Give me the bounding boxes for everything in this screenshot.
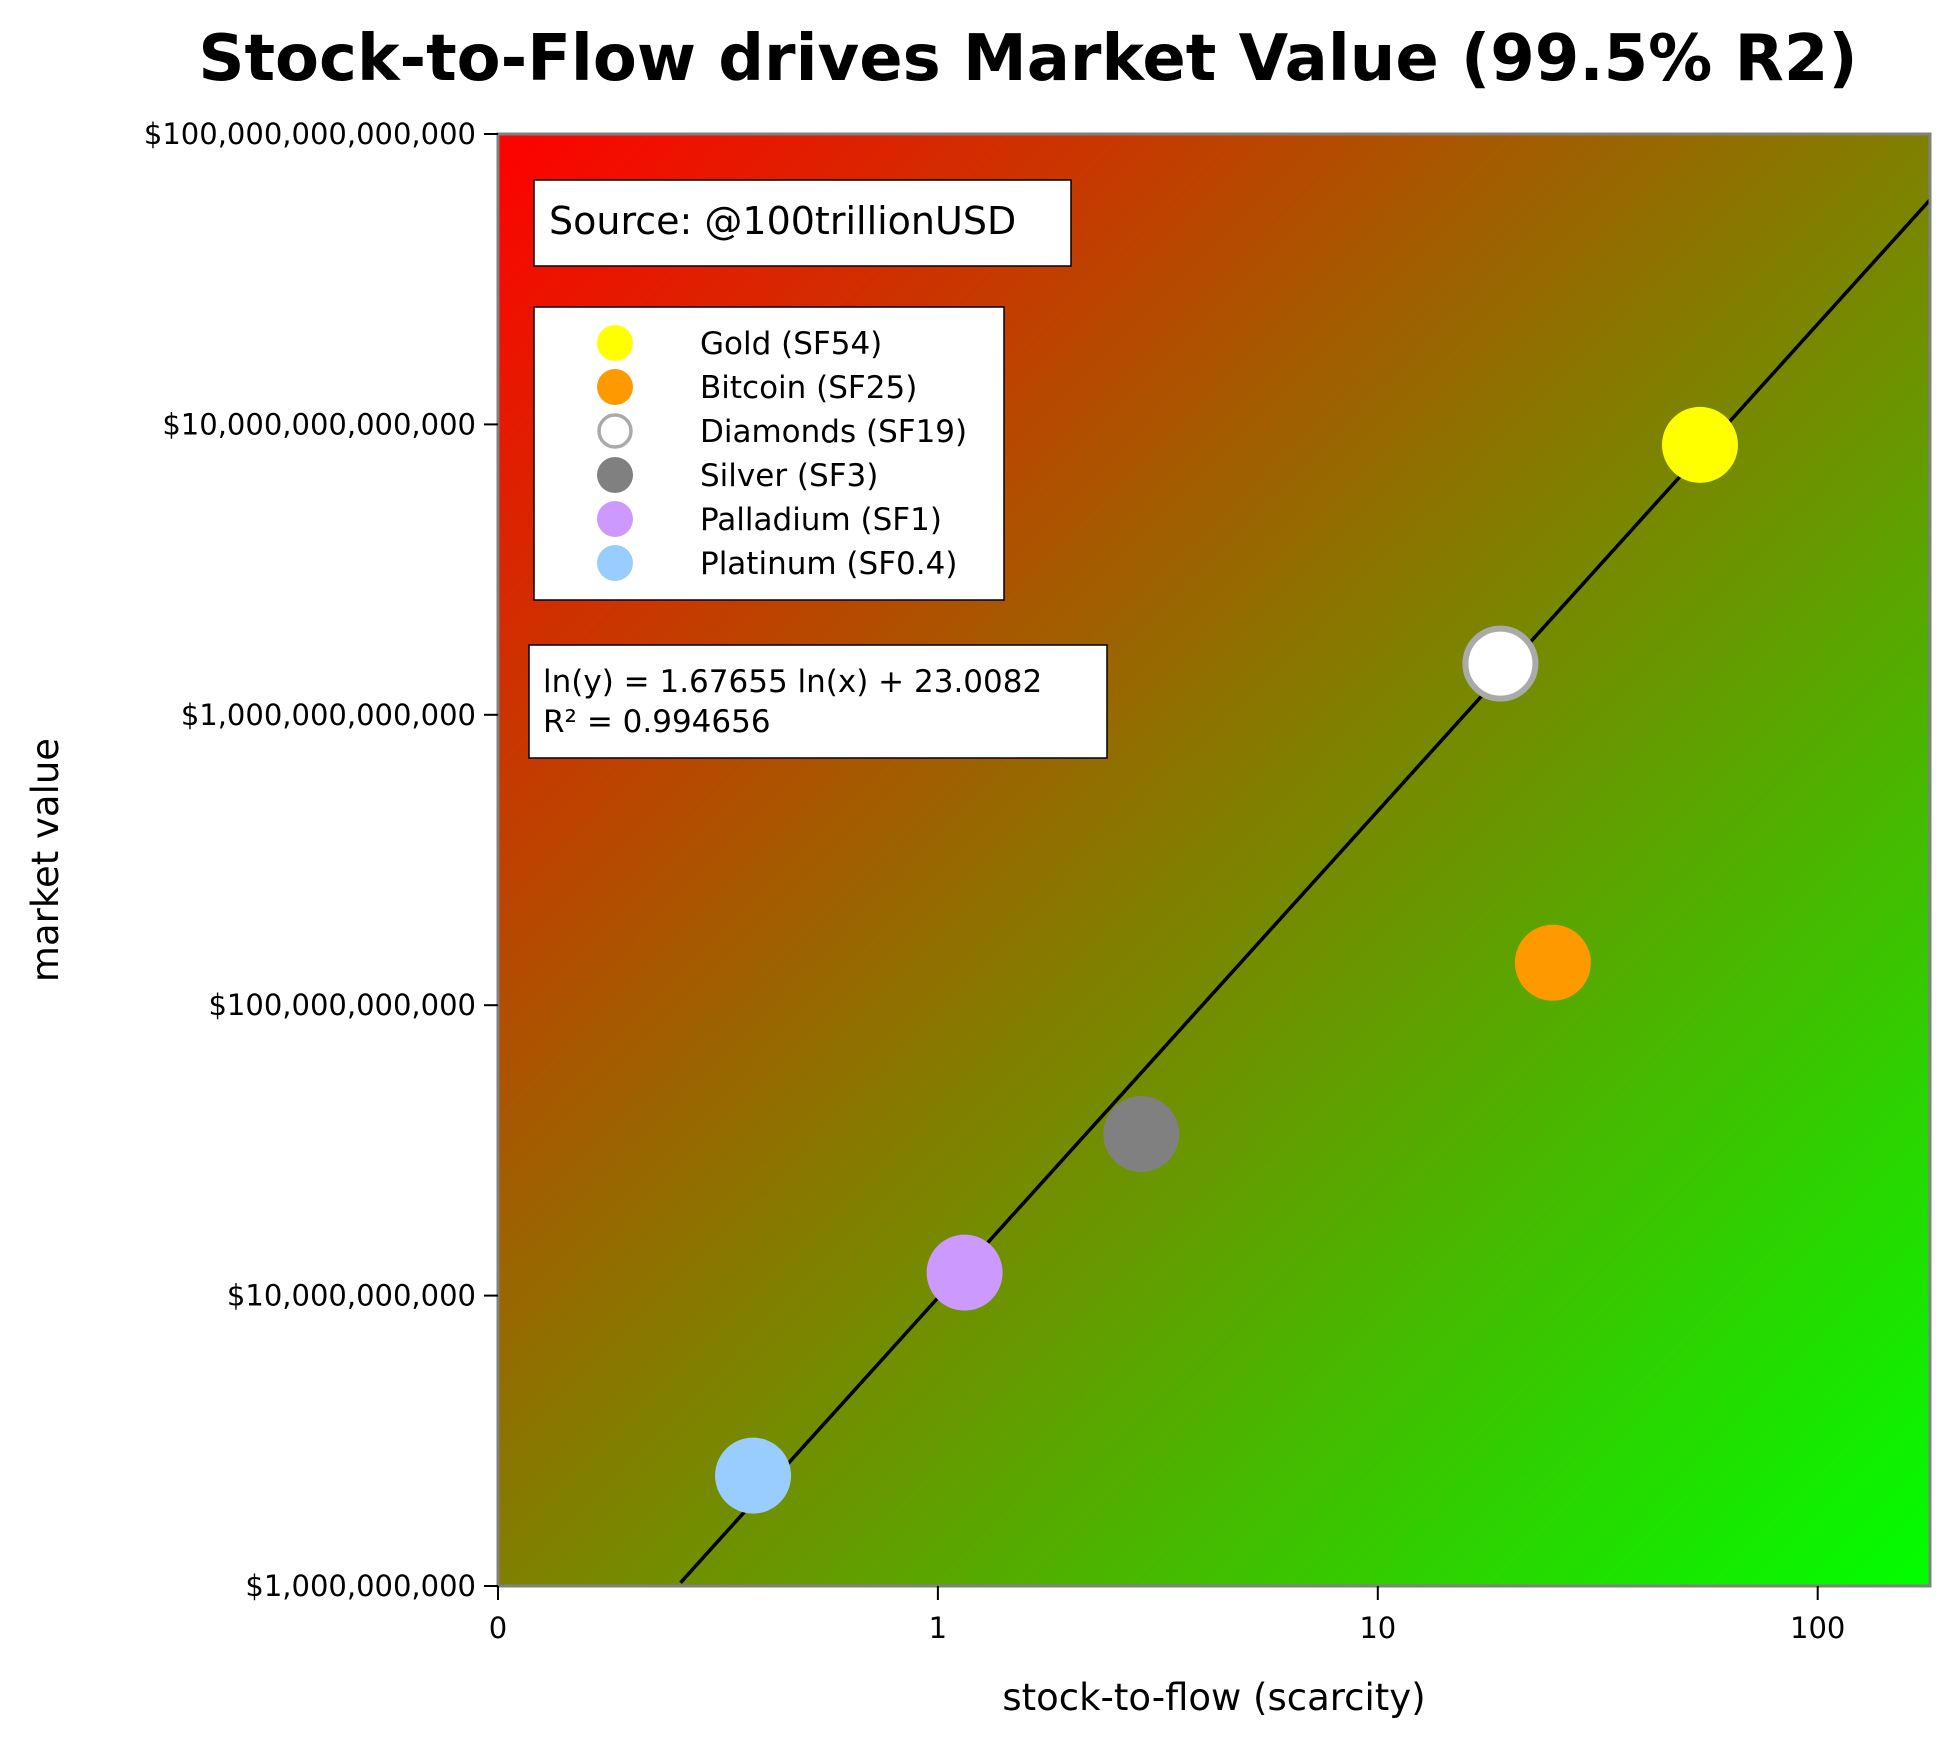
legend-marker-silver [597,457,633,493]
y-axis-label: market value [24,738,67,982]
point-diamonds [1462,625,1539,702]
legend-label-platinum: Platinum (SF0.4) [700,546,957,582]
legend-marker-bitcoin [597,369,633,405]
y-tick-label: $1,000,000,000,000 [181,698,476,732]
legend-label-palladium: Palladium (SF1) [700,502,942,538]
x-axis-label: stock-to-flow (scarcity) [1002,1676,1425,1719]
y-tick-label: $100,000,000,000,000 [144,117,476,151]
legend: Gold (SF54) Bitcoin (SF25) Diamonds (SF19)… [533,306,1005,601]
x-tick-label: 1 [929,1611,947,1645]
x-tick-label: 100 [1790,1611,1845,1645]
y-tick-label: $1,000,000,000 [245,1569,476,1603]
point-platinum [715,1437,792,1514]
point-silver [1103,1096,1180,1173]
legend-marker-gold [597,325,633,361]
legend-label-bitcoin: Bitcoin (SF25) [700,370,917,406]
trendline-equation: ln(y) = 1.67655 ln(x) + 23.0082 [543,664,1042,700]
plot-frame [496,132,1932,1588]
x-tick-label: 0 [489,1611,507,1645]
y-tick-label: $10,000,000,000 [227,1279,476,1313]
y-tick-label: $10,000,000,000,000 [162,407,476,441]
chart-title: Stock-to-Flow drives Market Value (99.5%… [198,22,1857,96]
point-palladium [926,1234,1003,1311]
equation-box: ln(y) = 1.67655 ln(x) + 23.0082 R² = 0.9… [528,644,1108,759]
trendline-r2: R² = 0.994656 [543,704,771,740]
legend-marker-diamonds [597,413,633,449]
axes-layer: $1,000,000,000 $10,000,000,000 $100,000,00… [144,117,1845,1645]
legend-label-diamonds: Diamonds (SF19) [700,414,967,450]
legend-marker-platinum [597,545,633,581]
point-gold [1661,406,1738,483]
legend-marker-palladium [597,501,633,537]
source-text: Source: @100trillionUSD [549,199,1016,243]
source-box: Source: @100trillionUSD [533,179,1072,267]
x-tick-label: 10 [1359,1611,1396,1645]
legend-label-silver: Silver (SF3) [700,458,878,494]
points-layer [715,406,1738,1514]
legend-label-gold: Gold (SF54) [700,326,882,362]
point-bitcoin [1514,924,1591,1001]
y-tick-label: $100,000,000,000 [208,988,476,1022]
